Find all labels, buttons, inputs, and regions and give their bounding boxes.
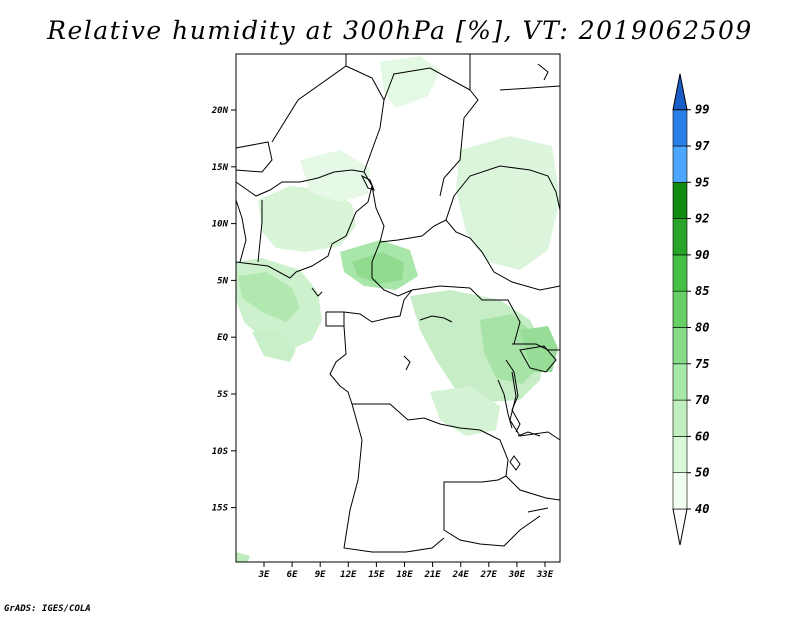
lat-tick-label: 15S (212, 504, 229, 514)
rh-patch-gabon (252, 330, 296, 362)
lat-tick-label: 10S (212, 447, 229, 457)
credit-text: GrADS: IGES/COLA (4, 604, 91, 614)
colorbar-label: 97 (695, 139, 710, 153)
rh-patch-west-coast-inner (238, 272, 300, 322)
rh-patch-nigeria (258, 186, 356, 252)
colorbar: 40 50 60 70 75 80 85 90 92 95 97 99 (672, 73, 710, 546)
lon-tick-label: 9E (315, 570, 326, 580)
lon-tick-label: 18E (396, 570, 413, 580)
colorbar-segment (672, 182, 688, 219)
rh-patch-corner (236, 552, 250, 562)
colorbar-segment (672, 327, 688, 365)
chart-title: Relative humidity at 300hPa [%], VT: 201… (47, 16, 753, 45)
lon-tick-label: 30E (508, 570, 526, 580)
lat-tick-label: 5S (217, 390, 228, 400)
rh-patch-south (430, 386, 500, 436)
colorbar-segment (672, 290, 688, 328)
lon-tick-label: 3E (258, 570, 270, 580)
rh-patch-sudan (456, 136, 560, 270)
colorbar-label: 80 (695, 321, 709, 335)
rh-patch-north (380, 56, 440, 108)
colorbar-low-arrow (672, 508, 688, 546)
colorbar-label: 40 (695, 502, 709, 516)
colorbar-segment (672, 254, 688, 292)
humidity-shading (236, 56, 560, 562)
rh-patch-cameroon-core (352, 252, 404, 284)
lake-outlines (311, 63, 557, 513)
lat-tick-label: 20N (211, 106, 229, 116)
colorbar-label: 75 (695, 357, 709, 371)
colorbar-segment (672, 363, 688, 401)
colorbar-label: 60 (695, 429, 709, 443)
colorbar-label: 85 (695, 284, 709, 298)
lon-tick-label: 6E (287, 570, 298, 580)
colorbar-high-arrow (672, 73, 688, 111)
map-frame (235, 53, 561, 563)
colorbar-segment (672, 109, 688, 147)
rh-patch-lakes (520, 326, 558, 372)
latitude-axis: 20N 15N 10N 5N EQ 5S 10S 15S (211, 106, 236, 514)
rh-patch-chad (300, 150, 370, 202)
colorbar-segment (672, 145, 688, 183)
lat-tick-label: EQ (217, 333, 228, 343)
lon-tick-label: 12E (340, 570, 357, 580)
colorbar-label: 90 (695, 248, 709, 262)
colorbar-label: 92 (695, 212, 709, 226)
colorbar-label: 95 (695, 175, 709, 189)
country-borders (235, 54, 561, 553)
colorbar-segment (672, 399, 688, 437)
lon-tick-label: 27E (480, 570, 498, 580)
lat-tick-label: 5N (217, 276, 228, 286)
colorbar-label: 99 (695, 103, 709, 117)
colorbar-label: 50 (695, 466, 709, 480)
colorbar-label: 70 (695, 393, 709, 407)
lon-tick-label: 15E (368, 570, 385, 580)
colorbar-segment (672, 218, 688, 256)
lat-tick-label: 10N (212, 220, 229, 230)
lon-tick-label: 33E (536, 570, 554, 580)
lon-tick-label: 24E (452, 570, 470, 580)
longitude-axis: 3E 6E 9E 12E 15E 18E 21E 24E 27E 30E 33E (258, 562, 554, 580)
lat-tick-label: 15N (212, 163, 229, 173)
colorbar-segment (672, 436, 688, 473)
colorbar-segment (672, 472, 688, 510)
lon-tick-label: 21E (423, 570, 441, 580)
